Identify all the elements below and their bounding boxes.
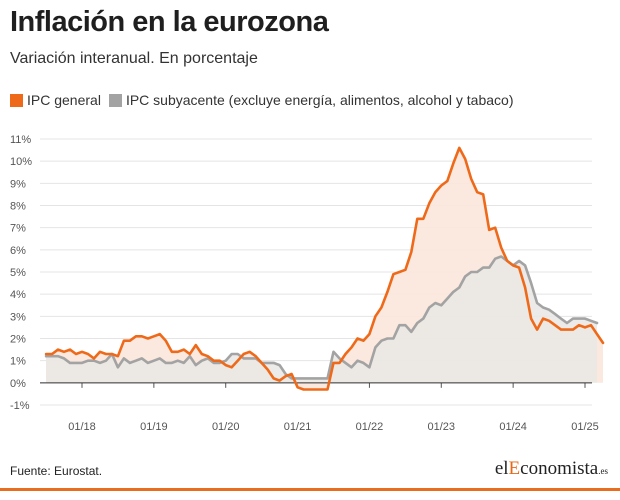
legend-label-ipc-subyacente: IPC subyacente (excluye energía, aliment… xyxy=(125,92,514,108)
legend-label-ipc-general: IPC general xyxy=(27,92,101,108)
logo-main: conomista xyxy=(520,458,599,479)
chart-title: Inflación en la eurozona xyxy=(10,6,329,38)
y-tick-label: 7% xyxy=(10,223,26,235)
legend-item-ipc-subyacente: IPC subyacente (excluye energía, aliment… xyxy=(108,92,514,108)
y-tick-label: 8% xyxy=(10,201,26,213)
y-tick-label: 2% xyxy=(10,334,26,346)
y-tick-label: 4% xyxy=(10,289,26,301)
x-tick-label: 01/21 xyxy=(284,421,312,433)
chart-legend: IPC general IPC subyacente (excluye ener… xyxy=(10,92,521,108)
y-tick-label: 0% xyxy=(10,378,26,390)
series-line-ipc-general xyxy=(44,146,605,391)
legend-item-ipc-general: IPC general xyxy=(10,92,101,108)
y-tick-label: 10% xyxy=(10,156,32,168)
series-area-ipc-subyacente xyxy=(46,256,598,383)
y-tick-label: 6% xyxy=(10,245,26,257)
x-tick-label: 01/19 xyxy=(140,421,168,433)
y-tick-label: 11% xyxy=(10,134,31,146)
logo-accent: E xyxy=(508,458,521,479)
source-note: Fuente: Eurostat. xyxy=(10,464,103,478)
publisher-logo: elEconomista.es xyxy=(495,458,608,480)
y-tick-label: -1% xyxy=(10,400,30,412)
legend-swatch-ipc-subyacente xyxy=(108,93,122,107)
logo-prefix: el xyxy=(494,458,509,479)
chart-subtitle: Variación interanual. En porcentaje xyxy=(10,50,258,67)
logo-suffix: .es xyxy=(598,466,608,476)
x-tick-label: 01/25 xyxy=(571,421,599,433)
y-tick-label: 9% xyxy=(10,178,26,190)
legend-swatch-ipc-general xyxy=(10,93,23,107)
y-tick-label: 1% xyxy=(10,356,26,368)
footer-rule xyxy=(0,488,620,491)
x-tick-label: 01/18 xyxy=(68,421,96,433)
y-tick-label: 3% xyxy=(10,311,26,323)
x-tick-label: 01/24 xyxy=(499,421,527,433)
x-tick-label: 01/23 xyxy=(428,421,456,433)
x-tick-label: 01/20 xyxy=(212,421,240,433)
y-tick-label: 5% xyxy=(10,267,26,279)
x-tick-label: 01/22 xyxy=(356,421,384,433)
